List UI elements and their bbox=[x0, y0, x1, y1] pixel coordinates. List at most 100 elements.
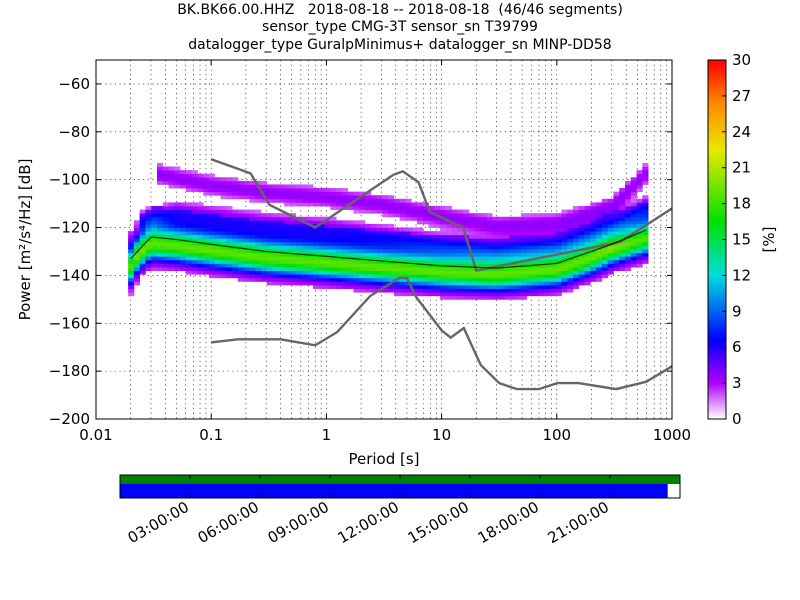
heatmap-cell bbox=[624, 231, 632, 236]
heatmap-cell bbox=[376, 245, 383, 250]
heatmap-cell bbox=[237, 216, 245, 221]
heatmap-cell bbox=[289, 252, 297, 257]
heatmap-cell bbox=[445, 238, 453, 243]
y-axis-label: Power [m²/s⁴/Hz] [dB] bbox=[16, 159, 34, 321]
heatmap-cell bbox=[156, 241, 164, 246]
heatmap-cell bbox=[330, 277, 337, 282]
heatmap-cell bbox=[532, 238, 539, 243]
heatmap-cell bbox=[596, 220, 603, 225]
heatmap-cell bbox=[509, 277, 516, 282]
heatmap-cell bbox=[526, 234, 533, 239]
heatmap-cell bbox=[445, 256, 453, 261]
heatmap-cell bbox=[405, 241, 412, 246]
heatmap-cell bbox=[208, 216, 216, 221]
heatmap-cell bbox=[532, 292, 539, 297]
heatmap-cell bbox=[359, 267, 366, 272]
heatmap-cell bbox=[578, 249, 585, 254]
heatmap-cell bbox=[185, 209, 193, 214]
heatmap-cell bbox=[411, 216, 418, 221]
heatmap-cell bbox=[249, 231, 256, 236]
heatmap-cell bbox=[197, 256, 204, 261]
heatmap-cell bbox=[503, 281, 510, 286]
heatmap-cell bbox=[364, 288, 372, 293]
heatmap-cell bbox=[260, 241, 268, 246]
heatmap-cell bbox=[180, 259, 187, 264]
heatmap-cell bbox=[139, 238, 146, 243]
heatmap-cell bbox=[607, 223, 614, 228]
heatmap-cell bbox=[312, 263, 320, 268]
heatmap-cell bbox=[214, 241, 221, 246]
heatmap-cell bbox=[445, 259, 453, 264]
heatmap-cell bbox=[549, 213, 557, 218]
heatmap-cell bbox=[145, 216, 152, 221]
heatmap-cell bbox=[376, 223, 383, 228]
heatmap-cell bbox=[272, 223, 279, 228]
heatmap-cell bbox=[330, 281, 337, 286]
heatmap-cell bbox=[191, 234, 198, 239]
heatmap-cell bbox=[474, 249, 481, 254]
heatmap-cell bbox=[220, 227, 227, 232]
heatmap-cell bbox=[509, 252, 516, 257]
heatmap-cell bbox=[128, 288, 135, 293]
heatmap-cell bbox=[289, 256, 297, 261]
heatmap-cell bbox=[642, 249, 649, 254]
heatmap-cell bbox=[388, 213, 395, 218]
heatmap-cell bbox=[266, 267, 273, 272]
heatmap-cell bbox=[624, 220, 632, 225]
heatmap-cell bbox=[544, 241, 551, 246]
heatmap-cell bbox=[474, 238, 481, 243]
heatmap-cell bbox=[567, 220, 574, 225]
heatmap-cell bbox=[197, 263, 204, 268]
heatmap-cell bbox=[555, 241, 562, 246]
heatmap-cell bbox=[168, 223, 175, 228]
heatmap-cell bbox=[405, 249, 412, 254]
heatmap-cell bbox=[260, 274, 268, 279]
heatmap-cell bbox=[520, 231, 528, 236]
heatmap-cell bbox=[237, 270, 245, 275]
heatmap-cell bbox=[353, 256, 360, 261]
heatmap-cell bbox=[642, 241, 649, 246]
heatmap-cell bbox=[474, 234, 481, 239]
heatmap-cell bbox=[544, 281, 551, 286]
heatmap-cell bbox=[156, 209, 164, 214]
heatmap-cell bbox=[295, 241, 302, 246]
heatmap-cell bbox=[405, 231, 412, 236]
heatmap-cell bbox=[561, 274, 568, 279]
heatmap-cell bbox=[630, 263, 637, 268]
heatmap-cell bbox=[295, 277, 302, 282]
heatmap-cell bbox=[226, 195, 233, 200]
heatmap-cell bbox=[232, 256, 239, 261]
heatmap-cell bbox=[451, 256, 458, 261]
heatmap-cell bbox=[382, 195, 389, 200]
heatmap-cell bbox=[307, 198, 314, 203]
heatmap-cell bbox=[572, 274, 580, 279]
heatmap-cell bbox=[272, 245, 279, 250]
heatmap-cell bbox=[445, 205, 453, 210]
heatmap-cell bbox=[185, 184, 193, 189]
heatmap-cell bbox=[220, 195, 227, 200]
heatmap-cell bbox=[590, 267, 597, 272]
heatmap-cell bbox=[156, 180, 164, 185]
heatmap-cell bbox=[520, 249, 528, 254]
heatmap-cell bbox=[544, 249, 551, 254]
heatmap-cell bbox=[590, 205, 597, 210]
heatmap-cell bbox=[226, 263, 233, 268]
heatmap-cell bbox=[336, 274, 343, 279]
heatmap-cell bbox=[243, 180, 250, 185]
heatmap-cell bbox=[440, 284, 447, 289]
heatmap-cell bbox=[619, 234, 626, 239]
heatmap-cell bbox=[642, 227, 649, 232]
heatmap-cell bbox=[601, 256, 609, 261]
heatmap-cell bbox=[203, 263, 210, 268]
heatmap-cell bbox=[578, 256, 585, 261]
heatmap-cell bbox=[463, 288, 470, 293]
heatmap-cell bbox=[538, 227, 545, 232]
heatmap-cell bbox=[393, 270, 401, 275]
heatmap-cell bbox=[243, 270, 250, 275]
heatmap-cell bbox=[388, 284, 395, 289]
colorbar-tick-label: 3 bbox=[732, 374, 742, 392]
heatmap-cell bbox=[312, 188, 320, 193]
heatmap-cell bbox=[480, 284, 487, 289]
heatmap-cell bbox=[509, 295, 516, 300]
heatmap-cell bbox=[168, 249, 175, 254]
